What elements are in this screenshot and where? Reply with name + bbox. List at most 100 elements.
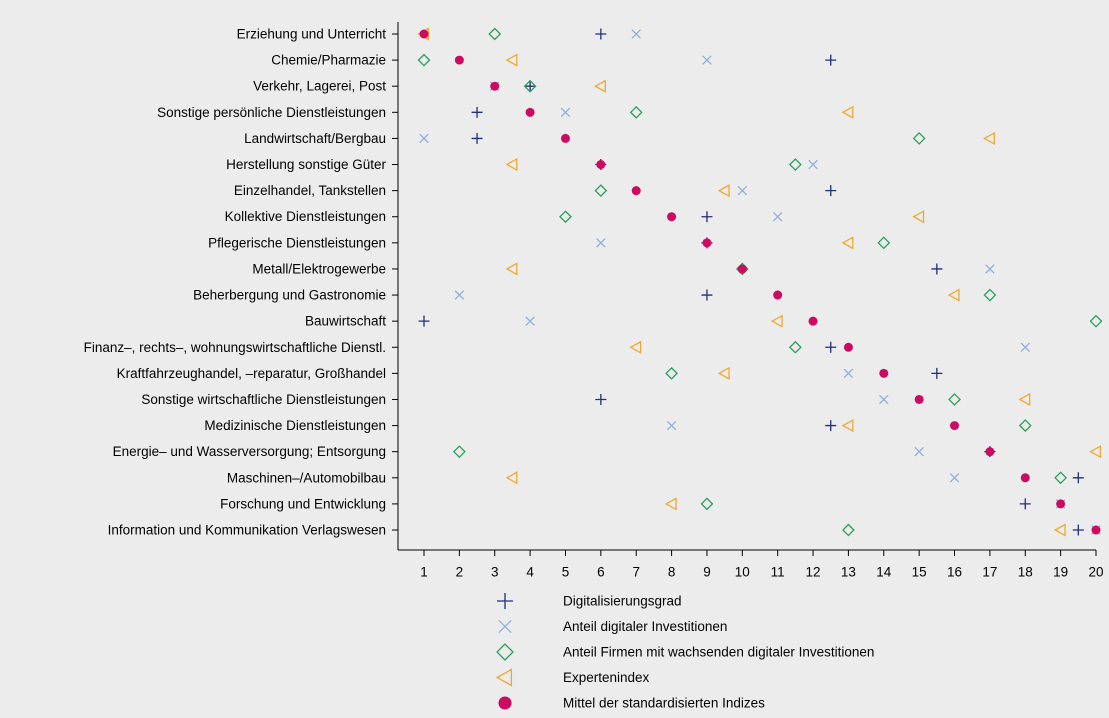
x-tick-label: 18 bbox=[1018, 565, 1033, 580]
data-point bbox=[664, 497, 677, 511]
category-label: Metall/Elektrogewerbe bbox=[252, 261, 386, 276]
data-point bbox=[594, 184, 608, 198]
legend-item: Anteil Firmen mit wachsenden digitaler I… bbox=[496, 643, 874, 661]
x-tick-label: 2 bbox=[456, 565, 464, 580]
data-point bbox=[471, 132, 483, 144]
data-point bbox=[700, 497, 714, 511]
data-point bbox=[983, 288, 997, 302]
data-point bbox=[1056, 499, 1066, 509]
legend-label: Anteil digitaler Investitionen bbox=[563, 619, 727, 634]
series-4 bbox=[419, 29, 1101, 535]
legend-marker bbox=[495, 668, 513, 687]
chart-legend: Digitalisierungsgrad Anteil digitaler Inv… bbox=[495, 593, 874, 711]
data-point bbox=[1072, 524, 1084, 536]
category-label: Bauwirtschaft bbox=[305, 314, 386, 329]
data-point bbox=[985, 264, 995, 274]
category-label: Information und Kommunikation Verlagswes… bbox=[108, 523, 386, 538]
data-point bbox=[949, 473, 960, 483]
data-point bbox=[1053, 523, 1066, 537]
data-point bbox=[419, 29, 429, 39]
data-point bbox=[702, 55, 712, 65]
data-point bbox=[1054, 471, 1068, 485]
data-point bbox=[419, 133, 429, 144]
data-point bbox=[1020, 342, 1031, 353]
legend-marker bbox=[498, 619, 512, 634]
legend-marker bbox=[497, 593, 513, 609]
data-point bbox=[1089, 445, 1102, 459]
data-point bbox=[629, 105, 643, 119]
data-point bbox=[666, 420, 677, 431]
x-tick-label: 8 bbox=[668, 565, 676, 580]
data-point bbox=[808, 159, 818, 170]
data-point bbox=[1019, 498, 1031, 510]
data-point bbox=[788, 158, 802, 171]
series-3 bbox=[417, 27, 1102, 537]
data-point bbox=[490, 81, 500, 91]
x-tick-label: 7 bbox=[632, 565, 640, 580]
category-label: Pflegerische Dienstleistungen bbox=[208, 235, 386, 250]
category-label: Landwirtschaft/Bergbau bbox=[244, 131, 386, 146]
category-label: Finanz–, rechts–, wohnungswirtschaftlich… bbox=[84, 340, 386, 355]
data-point bbox=[629, 340, 642, 354]
x-tick-label: 1 bbox=[420, 565, 428, 580]
data-point bbox=[559, 210, 572, 224]
data-point bbox=[843, 342, 853, 352]
data-point bbox=[505, 471, 518, 485]
data-point bbox=[701, 289, 713, 301]
data-point bbox=[841, 105, 854, 119]
data-point bbox=[1018, 392, 1031, 407]
data-point bbox=[788, 340, 802, 354]
data-point bbox=[596, 160, 606, 170]
x-tick-label: 17 bbox=[982, 565, 997, 580]
category-label: Herstellung sonstige Güter bbox=[226, 157, 386, 172]
x-tick-label: 20 bbox=[1088, 565, 1103, 580]
x-tick-label: 16 bbox=[947, 565, 962, 580]
data-point bbox=[825, 341, 837, 353]
data-point bbox=[596, 238, 606, 248]
data-point bbox=[505, 262, 518, 276]
data-point bbox=[1072, 472, 1084, 484]
data-point bbox=[595, 393, 607, 405]
data-point bbox=[665, 366, 678, 380]
data-point bbox=[667, 212, 677, 222]
series-0 bbox=[418, 28, 1084, 536]
x-tick-label: 10 bbox=[735, 565, 750, 580]
x-tick-label: 14 bbox=[876, 565, 892, 580]
data-point bbox=[471, 106, 483, 118]
data-point bbox=[737, 264, 747, 274]
x-tick-label: 19 bbox=[1053, 565, 1068, 580]
category-label: Sonstige persönliche Dienstleistungen bbox=[157, 105, 386, 120]
data-point bbox=[877, 236, 891, 250]
data-point bbox=[772, 211, 783, 222]
data-point bbox=[717, 366, 730, 380]
category-label: Einzelhandel, Tankstellen bbox=[234, 183, 386, 198]
data-point bbox=[454, 55, 464, 65]
data-point bbox=[983, 131, 995, 146]
x-tick-label: 11 bbox=[771, 565, 785, 580]
category-label: Energie– und Wasserversorgung; Entsorgun… bbox=[113, 444, 386, 459]
data-point bbox=[843, 368, 854, 379]
data-point bbox=[948, 393, 961, 406]
x-tick-label: 4 bbox=[526, 565, 534, 580]
data-point bbox=[452, 445, 466, 459]
data-point bbox=[879, 394, 889, 405]
data-point bbox=[702, 238, 712, 248]
legend-marker bbox=[498, 696, 512, 710]
data-point bbox=[525, 316, 535, 326]
data-point bbox=[773, 290, 783, 300]
x-tick-label: 3 bbox=[491, 565, 499, 580]
x-tick-label: 13 bbox=[841, 565, 856, 580]
legend-item: Expertenindex bbox=[495, 668, 650, 687]
data-point bbox=[454, 290, 465, 300]
x-tick-label: 12 bbox=[806, 565, 821, 580]
data-point bbox=[737, 185, 748, 196]
data-point bbox=[595, 28, 607, 40]
legend-marker bbox=[496, 643, 514, 661]
legend-label: Mittel der standardisierten Indizes bbox=[563, 696, 765, 711]
plot-marks bbox=[417, 27, 1103, 537]
data-point bbox=[912, 210, 925, 224]
category-label: Kollektive Dienstleistungen bbox=[225, 209, 386, 224]
category-label: Maschinen–/Automobilbau bbox=[227, 470, 386, 485]
data-point bbox=[931, 263, 943, 275]
